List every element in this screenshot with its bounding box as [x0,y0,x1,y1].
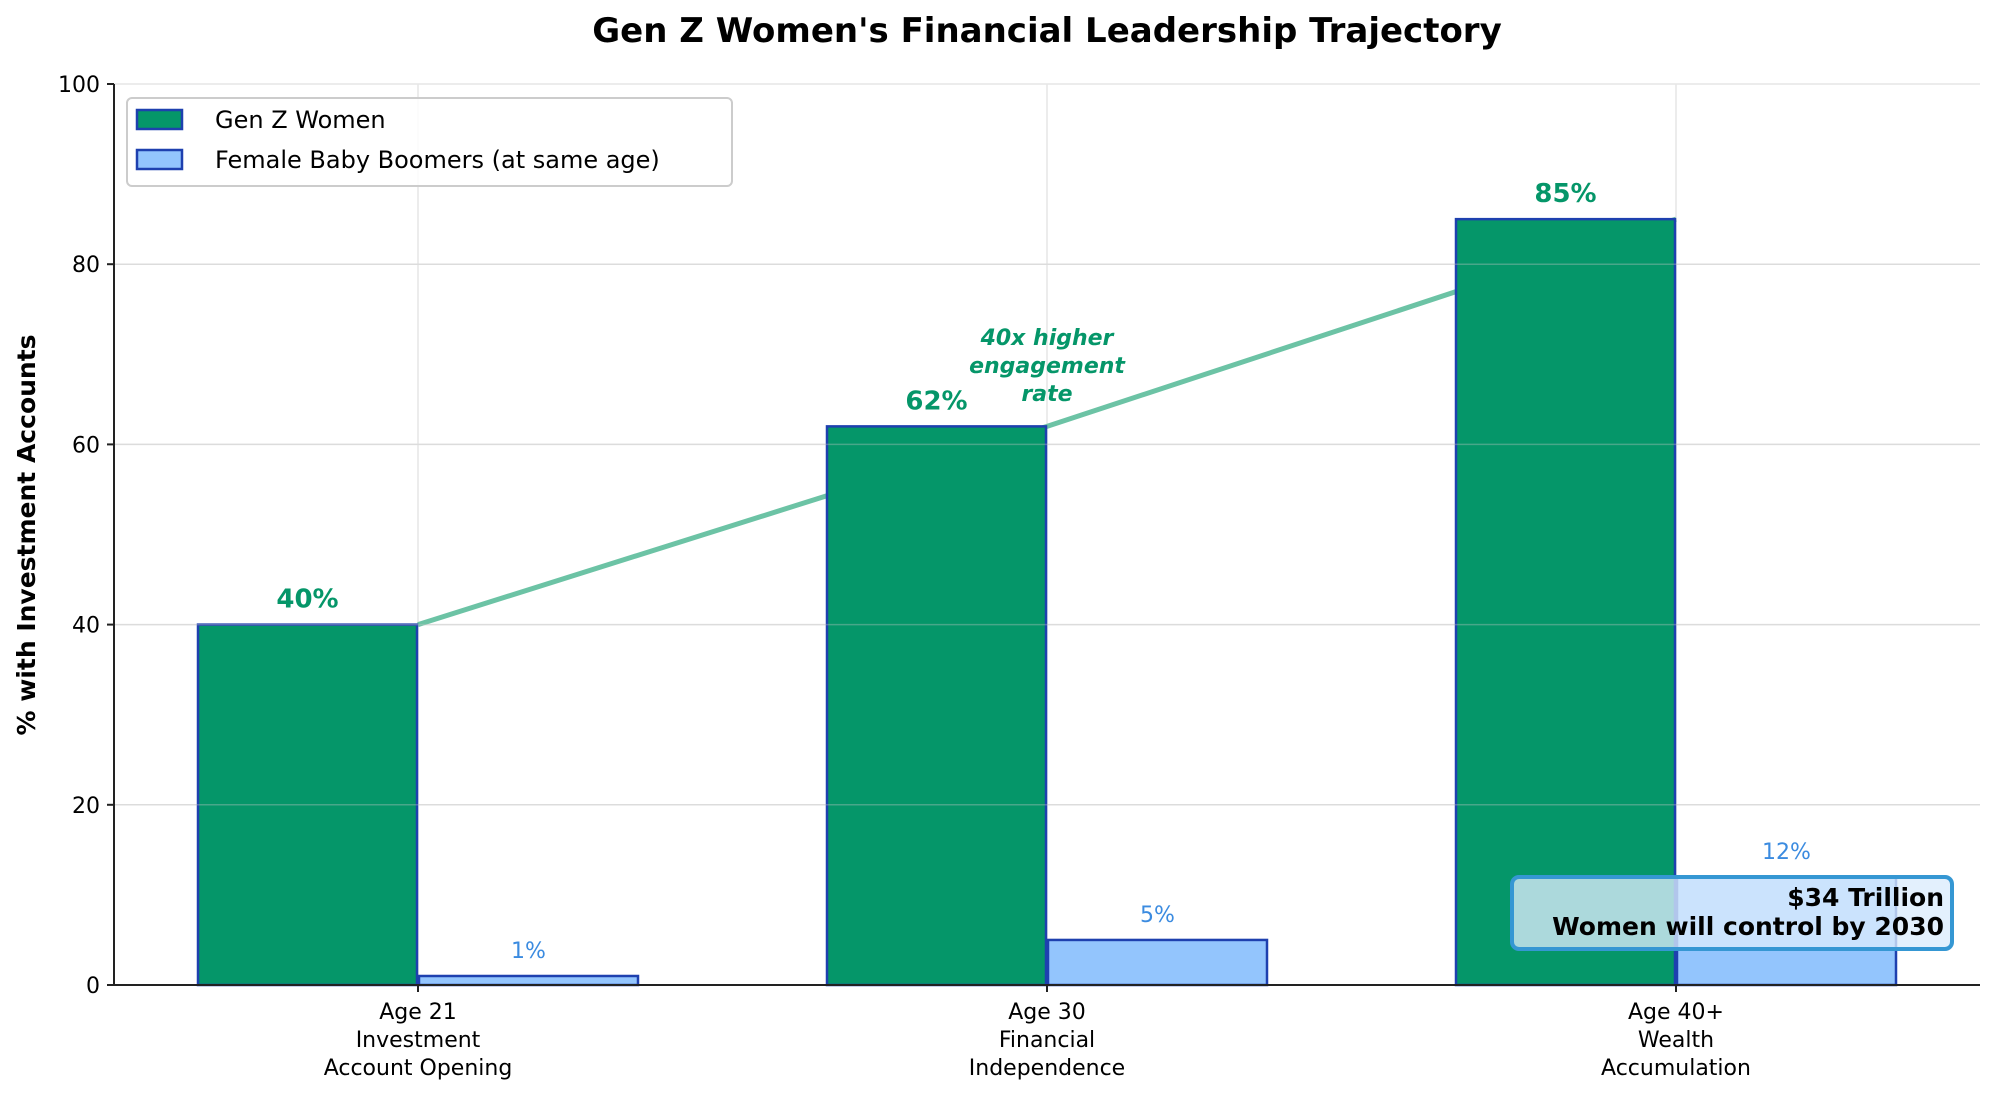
callout-line: Women will control by 2030 [1552,912,1944,941]
legend-swatch [135,148,184,171]
x-tick-label: Independence [969,1056,1125,1081]
y-axis-label: % with Investment Accounts [12,334,41,735]
y-tick-label: 0 [86,974,100,999]
boomer-value-label: 12% [1762,840,1811,865]
x-tick-label: Age 40+ [1628,1000,1724,1025]
x-tick-label: Investment [356,1028,481,1053]
genz-value-label: 62% [905,386,967,416]
grid-lines-overlay [114,263,1980,806]
x-tick-label: Age 21 [379,1000,457,1025]
value-labels: 40% 62% 85% 1% 5% 12% [276,179,1811,964]
x-axis-ticks: Age 21 Investment Account Opening Age 30 Fin… [324,985,1751,1081]
legend-label: Gen Z Women [215,106,386,134]
y-tick-label: 20 [72,794,100,819]
x-tick-label: Age 30 [1008,1000,1086,1025]
y-tick-label: 80 [72,253,100,278]
genz-value-label: 85% [1534,179,1596,209]
x-tick-label: Accumulation [1601,1056,1751,1081]
genz-value-label: 40% [276,585,338,615]
x-tick-label: Financial [999,1028,1095,1053]
boomer-value-label: 1% [511,939,546,964]
bar-genz [196,623,419,987]
callout-box [1510,875,1954,951]
boomer-value-label: 5% [1140,903,1175,928]
x-tick-label: Wealth [1638,1028,1714,1053]
chart-title: Gen Z Women's Financial Leadership Traje… [592,11,1501,51]
callout-line: $34 Trillion [1787,883,1944,912]
annotation-line: 40x higher [980,326,1115,351]
legend-swatch [135,108,184,131]
legend: Gen Z Women Female Baby Boomers (at same … [126,97,733,187]
y-tick-label: 40 [72,614,100,639]
engagement-annotation: 40x higher engagement rate [969,326,1126,407]
annotation-line: engagement [969,354,1126,379]
bar-boomer [417,974,640,987]
bar-genz [1454,217,1677,987]
legend-box [126,97,733,187]
legend-label: Female Baby Boomers (at same age) [215,146,660,174]
y-axis-ticks: 0 20 40 60 80 100 [58,73,114,999]
y-tick-label: 100 [58,73,100,98]
y-tick-label: 60 [72,433,100,458]
bar-genz [825,425,1048,987]
x-tick-label: Account Opening [324,1056,513,1081]
annotation-line: rate [1021,382,1072,407]
bar-boomer [1046,938,1269,987]
